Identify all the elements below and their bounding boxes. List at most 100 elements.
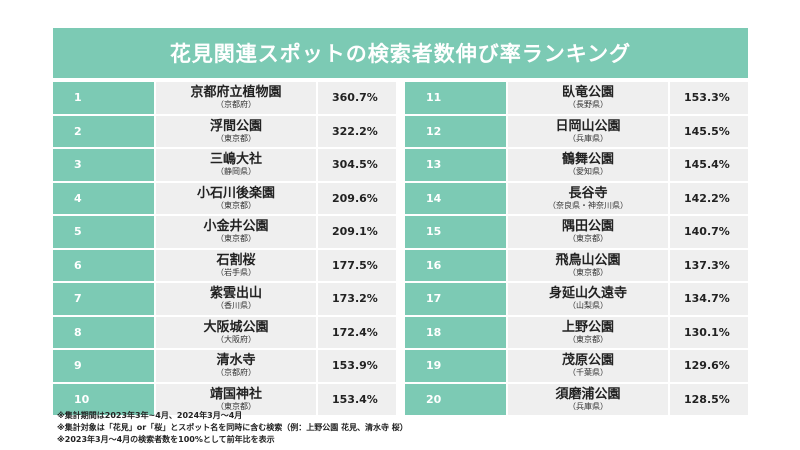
spot-prefecture: （愛知県） [568, 167, 608, 177]
spot-cell: 紫雲出山 （香川県） [156, 283, 316, 315]
growth-rate: 145.4% [670, 149, 748, 181]
spot-cell: 臥竜公園 （長野県） [508, 82, 668, 114]
spot-name: 石割桜 [216, 252, 256, 268]
spot-name: 日岡山公園 [555, 118, 621, 134]
ranking-row: 14 長谷寺 （奈良県・神奈川県） 142.2% [405, 182, 748, 214]
ranking-column-right: 11 臥竜公園 （長野県） 153.3% 12 日岡山公園 （兵庫県） 145.5% 13 鶴舞公… [405, 82, 748, 417]
spot-prefecture: （千葉県） [568, 368, 608, 378]
spot-prefecture: （東京都） [568, 234, 608, 244]
spot-name: 須磨浦公園 [555, 386, 621, 402]
spot-name: 茂原公園 [561, 353, 614, 369]
ranking-row: 9 清水寺 （京都府） 153.9% [53, 350, 396, 382]
ranking-row: 11 臥竜公園 （長野県） 153.3% [405, 82, 748, 114]
rank-number: 17 [405, 283, 506, 315]
rank-number: 9 [53, 350, 154, 382]
spot-cell: 長谷寺 （奈良県・神奈川県） [508, 182, 668, 214]
ranking-row: 10 靖国神社 （東京都） 153.4% [53, 383, 396, 415]
rank-number: 13 [405, 149, 506, 181]
spot-name: 京都府立植物園 [190, 85, 282, 101]
rank-number: 4 [53, 182, 154, 214]
spot-cell: 三嶋大社 （静岡県） [156, 149, 316, 181]
spot-name: 紫雲出山 [209, 286, 262, 302]
spot-prefecture: （東京都） [568, 267, 608, 277]
spot-name: 鶴舞公園 [561, 152, 614, 168]
growth-rate: 177.5% [318, 249, 396, 281]
spot-name: 大阪城公園 [203, 319, 269, 335]
spot-prefecture: （東京都） [568, 334, 608, 344]
rank-number: 12 [405, 115, 506, 147]
rank-number: 10 [53, 383, 154, 415]
spot-name: 長谷寺 [568, 185, 608, 201]
rank-number: 14 [405, 182, 506, 214]
ranking-row: 1 京都府立植物園 （京都府） 360.7% [53, 82, 396, 114]
spot-prefecture: （静岡県） [216, 167, 256, 177]
footnote: ※2023年3月～4月の検索者数を100%として前年比を表示 [57, 435, 275, 444]
spot-name: 浮間公園 [209, 118, 262, 134]
ranking-row: 3 三嶋大社 （静岡県） 304.5% [53, 149, 396, 181]
spot-prefecture: （兵庫県） [568, 401, 608, 411]
ranking-row: 8 大阪城公園 （大阪府） 172.4% [53, 316, 396, 348]
ranking-row: 12 日岡山公園 （兵庫県） 145.5% [405, 115, 748, 147]
spot-name: 身延山久遠寺 [548, 286, 627, 302]
spot-cell: 鶴舞公園 （愛知県） [508, 149, 668, 181]
spot-cell: 上野公園 （東京都） [508, 316, 668, 348]
growth-rate: 142.2% [670, 182, 748, 214]
ranking-row: 18 上野公園 （東京都） 130.1% [405, 316, 748, 348]
ranking-column-left: 1 京都府立植物園 （京都府） 360.7% 2 浮間公園 （東京都） 322.2% 3 三嶋大社… [53, 82, 396, 417]
spot-name: 清水寺 [216, 353, 256, 369]
growth-rate: 129.6% [670, 350, 748, 382]
spot-prefecture: （京都府） [216, 368, 256, 378]
spot-prefecture: （東京都） [216, 234, 256, 244]
spot-prefecture: （長野県） [568, 100, 608, 110]
ranking-row: 5 小金井公園 （東京都） 209.1% [53, 216, 396, 248]
spot-cell: 京都府立植物園 （京都府） [156, 82, 316, 114]
spot-cell: 茂原公園 （千葉県） [508, 350, 668, 382]
rank-number: 6 [53, 249, 154, 281]
spot-cell: 大阪城公園 （大阪府） [156, 316, 316, 348]
spot-prefecture: （東京都） [216, 133, 256, 143]
growth-rate: 128.5% [670, 383, 748, 415]
spot-cell: 身延山久遠寺 （山梨県） [508, 283, 668, 315]
spot-cell: 小金井公園 （東京都） [156, 216, 316, 248]
spot-name: 飛鳥山公園 [555, 252, 621, 268]
spot-prefecture: （奈良県・神奈川県） [548, 200, 628, 210]
spot-cell: 飛鳥山公園 （東京都） [508, 249, 668, 281]
ranking-row: 20 須磨浦公園 （兵庫県） 128.5% [405, 383, 748, 415]
rank-number: 2 [53, 115, 154, 147]
ranking-row: 6 石割桜 （岩手県） 177.5% [53, 249, 396, 281]
spot-prefecture: （香川県） [216, 301, 256, 311]
rank-number: 18 [405, 316, 506, 348]
rank-number: 20 [405, 383, 506, 415]
spot-cell: 浮間公園 （東京都） [156, 115, 316, 147]
growth-rate: 360.7% [318, 82, 396, 114]
spot-name: 小石川後楽園 [196, 185, 275, 201]
growth-rate: 134.7% [670, 283, 748, 315]
growth-rate: 209.1% [318, 216, 396, 248]
spot-name: 三嶋大社 [209, 152, 262, 168]
growth-rate: 172.4% [318, 316, 396, 348]
spot-prefecture: （京都府） [216, 100, 256, 110]
spot-cell: 小石川後楽園 （東京都） [156, 182, 316, 214]
ranking-title: 花見関連スポットの検索者数伸び率ランキング [53, 28, 748, 78]
spot-cell: 石割桜 （岩手県） [156, 249, 316, 281]
spot-cell: 清水寺 （京都府） [156, 350, 316, 382]
growth-rate: 173.2% [318, 283, 396, 315]
spot-prefecture: （山梨県） [568, 301, 608, 311]
growth-rate: 209.6% [318, 182, 396, 214]
rank-number: 1 [53, 82, 154, 114]
rank-number: 15 [405, 216, 506, 248]
spot-prefecture: （東京都） [216, 200, 256, 210]
ranking-row: 15 隅田公園 （東京都） 140.7% [405, 216, 748, 248]
rank-number: 3 [53, 149, 154, 181]
spot-name: 靖国神社 [209, 386, 262, 402]
spot-prefecture: （岩手県） [216, 267, 256, 277]
spot-name: 隅田公園 [561, 219, 614, 235]
spot-prefecture: （東京都） [216, 401, 256, 411]
growth-rate: 153.3% [670, 82, 748, 114]
ranking-row: 16 飛鳥山公園 （東京都） 137.3% [405, 249, 748, 281]
footnote: ※集計対象は「花見」or「桜」とスポット名を同時に含む検索（例：上野公園 花見、… [57, 423, 408, 432]
growth-rate: 137.3% [670, 249, 748, 281]
ranking-row: 17 身延山久遠寺 （山梨県） 134.7% [405, 283, 748, 315]
spot-prefecture: （兵庫県） [568, 133, 608, 143]
footnotes: ※集計期間は2023年3年~4月、2024年3月～4月 ※集計対象は「花見」or… [57, 410, 408, 446]
